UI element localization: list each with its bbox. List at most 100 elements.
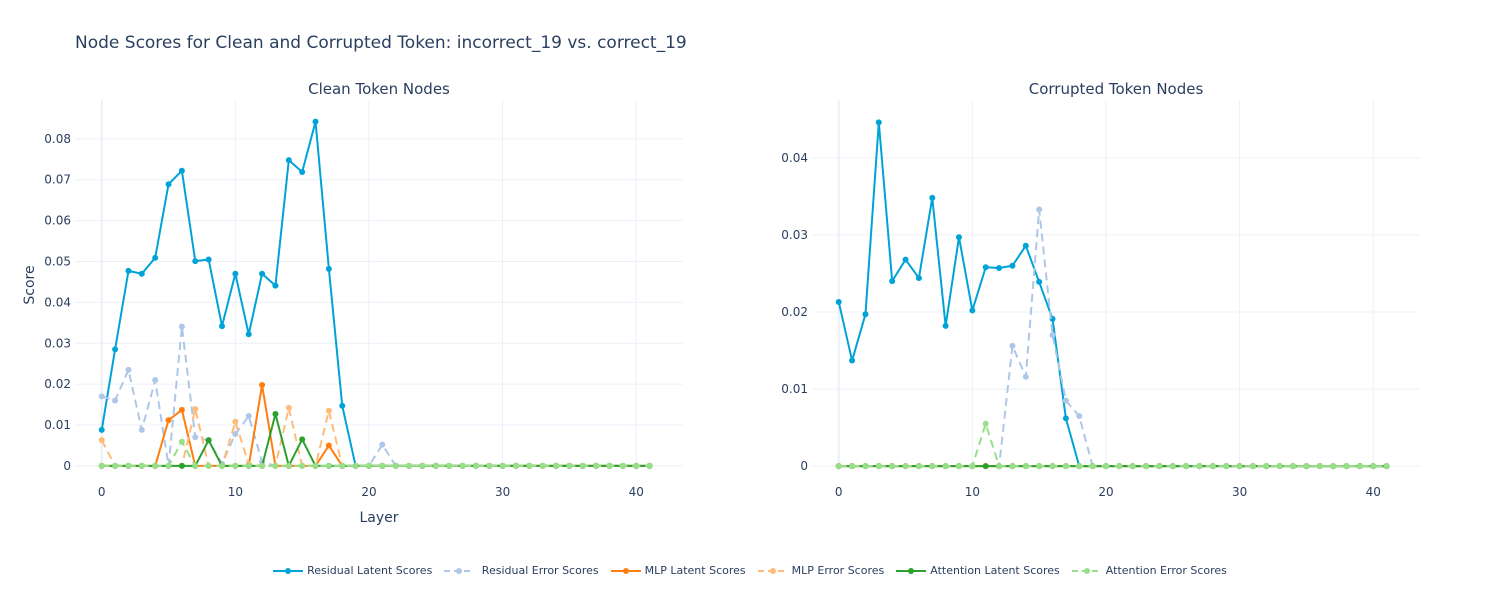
data-point — [1062, 397, 1069, 404]
data-point — [1143, 463, 1150, 470]
data-point — [205, 437, 212, 444]
data-point — [325, 442, 332, 449]
legend-item[interactable]: MLP Latent Scores — [610, 564, 746, 577]
x-tick-label: 20 — [1098, 485, 1113, 499]
data-point — [178, 167, 185, 174]
data-point — [245, 462, 252, 469]
data-point — [579, 462, 586, 469]
series-0 — [835, 119, 1390, 470]
data-point — [1169, 463, 1176, 470]
data-point — [432, 462, 439, 469]
data-point — [1009, 463, 1016, 470]
data-point — [486, 462, 493, 469]
data-point — [1049, 332, 1056, 339]
data-point — [205, 256, 212, 263]
data-point — [1102, 463, 1109, 470]
data-point — [152, 462, 159, 469]
data-point — [178, 406, 185, 413]
data-point — [232, 270, 239, 277]
data-point — [1370, 463, 1377, 470]
data-point — [1223, 463, 1230, 470]
x-tick-label: 40 — [1366, 485, 1381, 499]
data-point — [419, 462, 426, 469]
data-point — [942, 463, 949, 470]
chart-panel-1: 0 0.01 0.02 0.03 0.04 0.05 0.06 0.07 0.08 0 10 20 30… — [22, 80, 683, 526]
y-tick-label: 0.04 — [44, 295, 71, 309]
data-point — [875, 463, 882, 470]
data-point — [1330, 463, 1337, 470]
chart-legend: Residual Latent Scores Residual Error Sc… — [0, 564, 1500, 577]
data-point — [285, 157, 292, 164]
data-point — [112, 397, 119, 404]
x-axis-label: Layer — [359, 510, 398, 526]
data-point — [499, 462, 506, 469]
legend-item[interactable]: MLP Error Scores — [757, 564, 884, 577]
legend-item[interactable]: Attention Error Scores — [1071, 564, 1227, 577]
series-line — [838, 208, 1387, 468]
data-point — [889, 463, 896, 470]
data-point — [606, 462, 613, 469]
data-point — [1196, 463, 1203, 470]
y-tick-label: 0 — [63, 459, 71, 473]
y-tick-label: 0 — [800, 459, 808, 473]
data-point — [152, 254, 159, 261]
series-line — [100, 406, 650, 467]
legend-item[interactable]: Residual Latent Scores — [273, 564, 432, 577]
data-point — [138, 426, 145, 433]
data-point — [125, 366, 132, 373]
data-point — [285, 404, 292, 411]
data-point — [392, 462, 399, 469]
data-point — [646, 462, 653, 469]
legend-label: Attention Error Scores — [1105, 564, 1227, 577]
data-point — [125, 462, 132, 469]
y-tick-label: 0.06 — [44, 214, 71, 228]
data-point — [192, 462, 199, 469]
data-point — [259, 270, 266, 277]
data-point — [1116, 463, 1123, 470]
chart-panel-2: 0 0.01 0.02 0.03 0.04 0 10 20 30 40 Corrupted Toke… — [781, 80, 1420, 499]
data-point — [1316, 463, 1323, 470]
data-point — [915, 275, 922, 282]
data-point — [1022, 242, 1029, 249]
legend-label: MLP Latent Scores — [644, 564, 746, 577]
data-point — [566, 462, 573, 469]
data-point — [862, 463, 869, 470]
y-tick-label: 0.08 — [44, 132, 71, 146]
data-point — [553, 462, 560, 469]
data-point — [138, 462, 145, 469]
data-point — [902, 256, 909, 263]
y-tick-label: 0.03 — [44, 336, 71, 350]
data-point — [1022, 463, 1029, 470]
data-point — [325, 462, 332, 469]
data-point — [379, 441, 386, 448]
y-tick-label: 0.02 — [781, 305, 808, 319]
y-tick-label: 0.02 — [44, 377, 71, 391]
data-point — [619, 462, 626, 469]
data-point — [192, 406, 199, 413]
legend-label: Attention Latent Scores — [930, 564, 1060, 577]
data-point — [1076, 413, 1083, 420]
data-point — [165, 181, 172, 188]
series-0 — [98, 118, 653, 469]
data-point — [339, 462, 346, 469]
y-tick-label: 0.05 — [44, 254, 71, 268]
data-point — [259, 462, 266, 469]
data-point — [1076, 463, 1083, 470]
data-point — [849, 357, 856, 364]
data-point — [299, 462, 306, 469]
data-point — [996, 463, 1003, 470]
data-point — [232, 418, 239, 425]
data-point — [245, 413, 252, 420]
data-point — [1209, 463, 1216, 470]
data-point — [982, 264, 989, 271]
legend-item[interactable]: Residual Error Scores — [444, 564, 599, 577]
data-point — [299, 436, 306, 443]
data-point — [98, 393, 105, 400]
data-point — [165, 417, 172, 424]
data-point — [192, 258, 199, 265]
data-point — [152, 377, 159, 384]
legend-item[interactable]: Attention Latent Scores — [896, 564, 1060, 577]
data-point — [512, 462, 519, 469]
data-point — [446, 462, 453, 469]
